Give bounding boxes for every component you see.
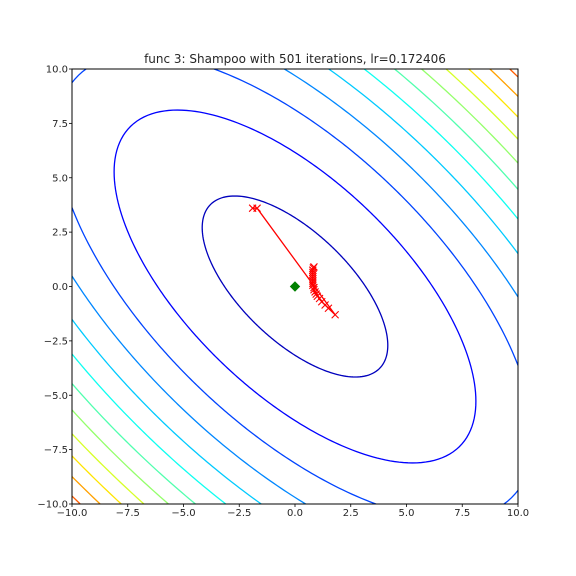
trajectory-point <box>313 292 322 301</box>
x-tick-label: −5.0 <box>171 508 195 519</box>
optimizer-trajectory <box>248 204 340 319</box>
contour-line <box>201 195 389 378</box>
trajectory-point <box>311 288 319 296</box>
x-tick-label: −2.5 <box>227 508 251 519</box>
y-tick-label: −5.0 <box>44 391 68 402</box>
trajectory-point <box>331 310 340 319</box>
contour-line <box>113 109 477 464</box>
x-tick-label: 0.0 <box>287 508 303 519</box>
y-tick-label: 0.0 <box>52 282 68 293</box>
trajectory-point <box>312 290 321 299</box>
chart-title: func 3: Shampoo with 501 iterations, lr=… <box>144 52 446 66</box>
x-tick-label: −10.0 <box>57 508 88 519</box>
optimum-marker <box>289 281 301 292</box>
y-axis-ticks: 10.0 7.5 5.0 2.5 0.0 −2.5 −5.0 −7.5 −10.0 <box>37 65 72 511</box>
x-tick-label: 7.5 <box>454 508 470 519</box>
x-tick-label: 10.0 <box>507 508 529 519</box>
optimum-marker-group <box>289 281 301 292</box>
x-tick-label: −7.5 <box>116 508 140 519</box>
x-axis-ticks: −10.0 −7.5 −5.0 −2.5 0.0 2.5 5.0 7.5 10.0 <box>57 504 529 519</box>
y-tick-label: 2.5 <box>52 228 68 239</box>
y-tick-label: 7.5 <box>52 119 68 130</box>
trajectory-point <box>317 297 326 306</box>
y-tick-label: 10.0 <box>46 65 68 76</box>
x-tick-label: 2.5 <box>343 508 359 519</box>
trajectory-point <box>310 285 318 294</box>
y-tick-label: 5.0 <box>52 173 68 184</box>
x-tick-label: 5.0 <box>399 508 415 519</box>
y-tick-label: −2.5 <box>44 336 68 347</box>
y-tick-label: −7.5 <box>44 445 68 456</box>
trajectory-point <box>310 263 318 271</box>
contour-line <box>72 69 518 504</box>
y-tick-label: −10.0 <box>37 500 68 511</box>
contour-line <box>72 69 518 504</box>
trajectory-point <box>253 204 261 213</box>
trajectory-point <box>310 283 318 292</box>
